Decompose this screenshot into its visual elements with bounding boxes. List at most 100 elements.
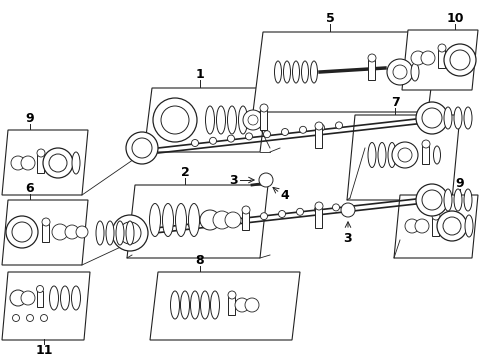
Ellipse shape bbox=[49, 286, 58, 310]
Ellipse shape bbox=[217, 106, 225, 134]
Circle shape bbox=[42, 218, 50, 226]
Ellipse shape bbox=[171, 291, 179, 319]
Ellipse shape bbox=[205, 106, 215, 134]
Polygon shape bbox=[2, 200, 88, 265]
Circle shape bbox=[296, 208, 303, 215]
Circle shape bbox=[421, 51, 435, 65]
Text: 9: 9 bbox=[456, 176, 465, 189]
Ellipse shape bbox=[175, 203, 187, 237]
Text: 9: 9 bbox=[25, 112, 34, 125]
Circle shape bbox=[422, 108, 442, 128]
Circle shape bbox=[411, 51, 425, 65]
Ellipse shape bbox=[388, 143, 396, 167]
Ellipse shape bbox=[284, 61, 291, 83]
Circle shape bbox=[189, 221, 196, 229]
Ellipse shape bbox=[378, 143, 386, 167]
Polygon shape bbox=[150, 272, 300, 340]
Ellipse shape bbox=[191, 291, 199, 319]
Circle shape bbox=[392, 142, 418, 168]
Text: 11: 11 bbox=[35, 343, 53, 356]
Circle shape bbox=[422, 190, 442, 210]
Circle shape bbox=[278, 211, 286, 217]
Circle shape bbox=[49, 154, 67, 172]
Ellipse shape bbox=[227, 106, 237, 134]
Circle shape bbox=[235, 298, 249, 312]
Circle shape bbox=[398, 148, 412, 162]
Circle shape bbox=[192, 140, 198, 147]
Bar bbox=[432, 218, 439, 236]
Bar bbox=[37, 291, 43, 307]
Circle shape bbox=[206, 219, 214, 226]
Ellipse shape bbox=[465, 215, 473, 237]
Circle shape bbox=[243, 110, 263, 130]
Ellipse shape bbox=[72, 286, 80, 310]
Text: 3: 3 bbox=[343, 231, 352, 244]
Circle shape bbox=[393, 65, 407, 79]
Circle shape bbox=[12, 222, 32, 242]
Text: 6: 6 bbox=[25, 181, 34, 194]
Ellipse shape bbox=[301, 61, 309, 83]
Bar bbox=[315, 208, 322, 228]
Polygon shape bbox=[144, 88, 268, 152]
Text: 3: 3 bbox=[229, 174, 237, 186]
Ellipse shape bbox=[72, 152, 80, 174]
Ellipse shape bbox=[464, 189, 472, 211]
Ellipse shape bbox=[311, 61, 318, 83]
Text: 2: 2 bbox=[181, 166, 189, 179]
Circle shape bbox=[416, 102, 448, 134]
Circle shape bbox=[13, 315, 20, 321]
Text: 10: 10 bbox=[446, 12, 464, 24]
Circle shape bbox=[200, 210, 220, 230]
Ellipse shape bbox=[454, 189, 462, 211]
Circle shape bbox=[21, 291, 35, 305]
Bar bbox=[438, 50, 445, 68]
Circle shape bbox=[161, 106, 189, 134]
Ellipse shape bbox=[293, 61, 299, 83]
Bar bbox=[242, 212, 249, 230]
Circle shape bbox=[315, 202, 323, 210]
Circle shape bbox=[422, 140, 430, 148]
Bar bbox=[368, 60, 375, 80]
Ellipse shape bbox=[444, 189, 452, 211]
Polygon shape bbox=[347, 115, 460, 200]
Ellipse shape bbox=[189, 203, 199, 237]
Ellipse shape bbox=[60, 286, 70, 310]
Circle shape bbox=[112, 215, 148, 251]
Circle shape bbox=[281, 129, 289, 135]
Polygon shape bbox=[402, 30, 478, 90]
Circle shape bbox=[21, 156, 35, 170]
Circle shape bbox=[444, 44, 476, 76]
Circle shape bbox=[41, 315, 48, 321]
Circle shape bbox=[336, 122, 343, 129]
Text: 8: 8 bbox=[196, 253, 204, 266]
Circle shape bbox=[245, 133, 252, 140]
Polygon shape bbox=[394, 195, 478, 258]
Polygon shape bbox=[2, 272, 90, 340]
Polygon shape bbox=[2, 130, 88, 195]
Circle shape bbox=[438, 44, 446, 52]
Circle shape bbox=[443, 217, 461, 235]
Ellipse shape bbox=[96, 221, 104, 245]
Circle shape bbox=[119, 222, 141, 244]
Text: 1: 1 bbox=[196, 68, 204, 81]
Circle shape bbox=[26, 315, 33, 321]
Bar bbox=[422, 146, 429, 164]
Circle shape bbox=[11, 156, 25, 170]
Circle shape bbox=[242, 206, 250, 214]
Circle shape bbox=[153, 98, 197, 142]
Circle shape bbox=[333, 204, 340, 211]
Bar bbox=[228, 297, 235, 315]
Circle shape bbox=[228, 291, 236, 299]
Ellipse shape bbox=[239, 106, 247, 134]
Circle shape bbox=[43, 148, 73, 178]
Circle shape bbox=[299, 126, 307, 133]
Circle shape bbox=[264, 131, 270, 138]
Circle shape bbox=[210, 137, 217, 144]
Bar bbox=[42, 224, 49, 242]
Circle shape bbox=[437, 211, 467, 241]
Ellipse shape bbox=[274, 61, 281, 83]
Circle shape bbox=[450, 50, 470, 70]
Ellipse shape bbox=[163, 203, 173, 237]
Circle shape bbox=[261, 213, 268, 220]
Circle shape bbox=[37, 149, 45, 157]
